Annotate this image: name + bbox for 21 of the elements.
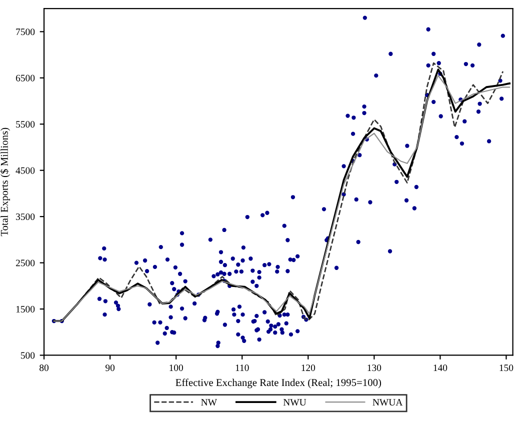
x-tick-label: 100 bbox=[170, 364, 184, 372]
y-tick-label: 4500 bbox=[16, 167, 35, 174]
x-axis-title: Effective Exchange Rate Index (Real; 1995=100) bbox=[176, 378, 382, 388]
y-tick-label: 2500 bbox=[16, 260, 35, 266]
y-axis-title: Total Exports ($ Millions) bbox=[0, 128, 10, 236]
x-tick-label: 130 bbox=[368, 364, 382, 372]
legend-label: NWUA bbox=[372, 399, 403, 406]
x-tick-label: 110 bbox=[236, 364, 249, 372]
x-tick-label: 120 bbox=[302, 364, 316, 372]
legend-label: NWU bbox=[283, 399, 306, 406]
y-tick-label: 5500 bbox=[16, 121, 35, 128]
y-tick-label: 1500 bbox=[16, 306, 35, 312]
x-tick-label: 140 bbox=[434, 364, 448, 372]
y-tick-label: 3500 bbox=[16, 213, 35, 220]
legend-label: NW bbox=[201, 399, 217, 406]
y-tick-label: 6500 bbox=[16, 74, 35, 82]
y-tick-label: 500 bbox=[20, 352, 35, 359]
x-tick-label: 80 bbox=[40, 364, 49, 372]
x-tick-label: 90 bbox=[106, 364, 115, 372]
y-tick-label: 7500 bbox=[16, 28, 35, 36]
x-tick-label: 150 bbox=[500, 364, 514, 372]
